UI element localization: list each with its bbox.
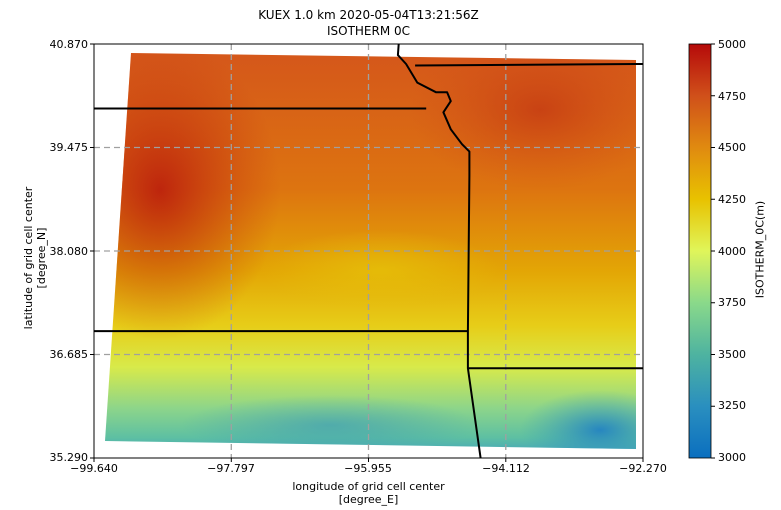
colorbar-tick-label: 4750 <box>718 90 746 103</box>
x-tick-label: −95.955 <box>344 462 392 475</box>
x-axis-label-line2: [degree_E] <box>338 493 399 506</box>
x-axis-label: longitude of grid cell center [degree_E] <box>94 480 643 506</box>
x-tick-label: −99.640 <box>70 462 118 475</box>
x-axis-label-line1: longitude of grid cell center <box>292 480 445 493</box>
colorbar-tick-label: 3250 <box>718 399 746 412</box>
colorbar <box>688 43 712 459</box>
y-axis-label: latitude of grid cell center [degree_N] <box>22 143 48 373</box>
y-axis-label-line1: latitude of grid cell center <box>22 186 35 330</box>
colorbar-tick-label: 4250 <box>718 193 746 206</box>
colorbar-tick-label: 4500 <box>718 141 746 154</box>
boundary-2 <box>396 44 482 458</box>
chart-title: KUEX 1.0 km 2020-05-04T13:21:56Z <box>258 8 479 22</box>
gridlines <box>94 44 643 458</box>
y-tick-label: 38.080 <box>49 245 89 258</box>
chart-subtitle: ISOTHERM 0C <box>326 24 411 38</box>
boundary-3 <box>415 63 643 67</box>
x-tick-label: −92.270 <box>619 462 667 475</box>
y-tick-label: 36.685 <box>49 348 89 361</box>
colorbar-tick-marks <box>711 43 715 459</box>
y-tick-label: 39.475 <box>49 141 89 154</box>
y-tick-label: 35.290 <box>49 451 89 464</box>
x-tick-label: −94.112 <box>482 462 530 475</box>
colorbar-tick-label: 5000 <box>718 38 746 51</box>
colorbar-tick-label: 3000 <box>718 451 746 464</box>
radar-field <box>105 53 636 449</box>
state-boundaries <box>94 44 643 458</box>
colorbar-tick-label: 4000 <box>718 245 746 258</box>
colorbar-tick-label: 3500 <box>718 348 746 361</box>
colorbar-tick-label: 3750 <box>718 296 746 309</box>
y-tick-label: 40.870 <box>49 38 89 51</box>
tick-marks <box>90 43 644 462</box>
x-tick-label: −97.797 <box>207 462 255 475</box>
y-axis-label-line2: [degree_N] <box>35 227 48 289</box>
colorbar-label: ISOTHERM_0C(m) <box>753 200 767 299</box>
